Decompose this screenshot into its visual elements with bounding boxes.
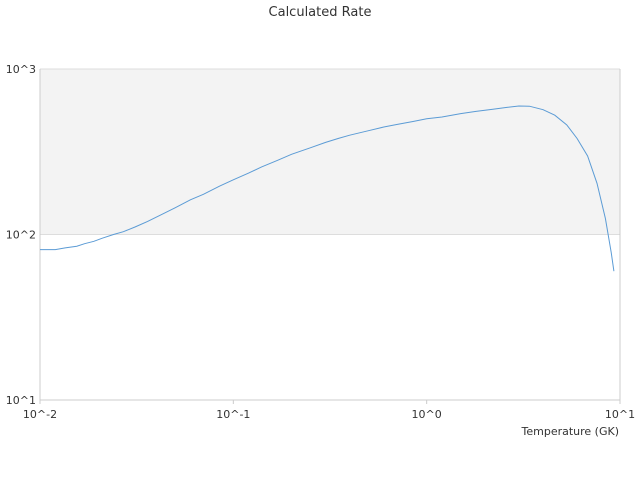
y-tick-label: 10^2 <box>6 229 36 242</box>
x-tick-label: 10^-1 <box>216 408 250 421</box>
series-layer <box>40 105 615 272</box>
x-tick-label: 10^0 <box>412 408 442 421</box>
x-tick-label: 10^1 <box>605 408 635 421</box>
plot-band-layer <box>40 68 620 235</box>
plot-band <box>40 69 620 235</box>
x-tick-label: 10^-2 <box>23 408 57 421</box>
x-axis-label: Temperature (GK) <box>521 425 620 438</box>
chart-title: Calculated Rate <box>269 5 372 20</box>
y-tick-label: 10^3 <box>6 63 36 76</box>
series-line <box>40 105 615 272</box>
x-axis-ticks: 10^-2 10^-1 10^0 10^1 <box>23 400 635 421</box>
y-axis-ticks: 10^1 10^2 10^3 <box>6 63 36 407</box>
y-tick-label: 10^1 <box>6 394 36 407</box>
axis-layer <box>39 69 621 401</box>
